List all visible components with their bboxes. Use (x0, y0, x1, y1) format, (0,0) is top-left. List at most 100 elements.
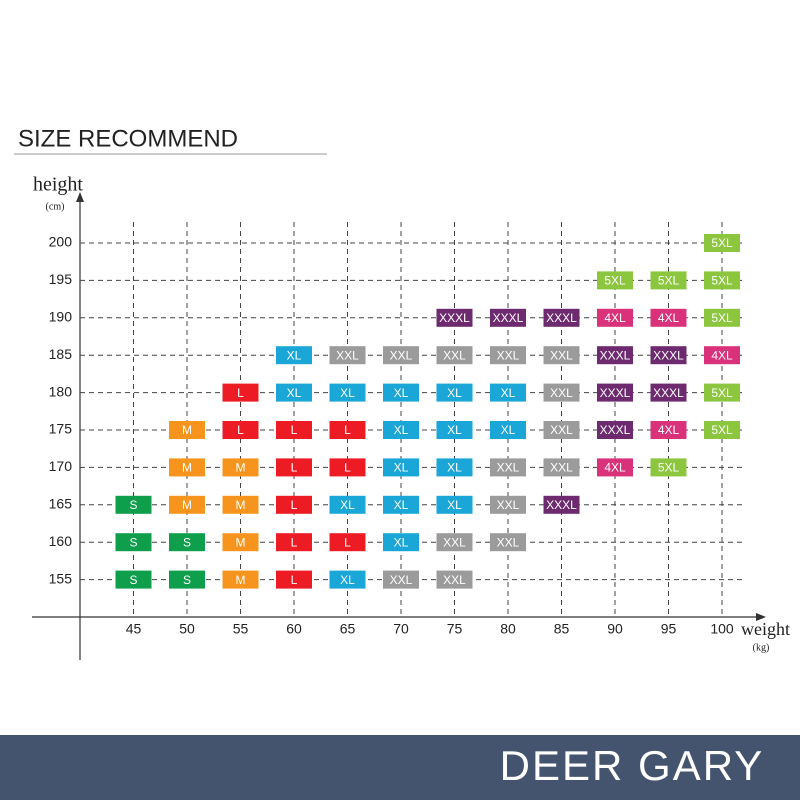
x-tick-label: 95 (661, 621, 677, 637)
x-tick-label: 90 (607, 621, 623, 637)
size-cell (650, 383, 687, 402)
size-label: 4XL (604, 311, 626, 325)
size-cell (383, 421, 419, 439)
size-label: L (344, 535, 351, 549)
size-label: XL (394, 535, 409, 549)
size-label: XXL (497, 535, 520, 549)
size-cell (222, 570, 259, 589)
size-label: 5XL (711, 236, 733, 250)
size-cell (490, 308, 526, 327)
x-tick-label: 75 (447, 621, 463, 637)
size-cell (490, 495, 526, 514)
x-tick-label: 100 (710, 621, 734, 637)
y-axis-arrow (76, 192, 84, 202)
size-label: 4XL (711, 348, 733, 362)
y-tick-label: 200 (49, 234, 73, 250)
size-label: 5XL (711, 274, 733, 288)
size-label: L (291, 535, 298, 549)
size-cell (276, 421, 312, 439)
size-cell (543, 458, 580, 477)
size-label: M (236, 535, 246, 549)
size-cell (329, 533, 366, 552)
size-cell (436, 308, 473, 327)
size-label: XL (447, 498, 462, 512)
size-label: M (182, 498, 192, 512)
size-cell (704, 383, 740, 402)
size-label: L (291, 461, 298, 475)
size-label: L (291, 573, 298, 587)
size-label: XXXL (653, 386, 684, 400)
size-cell (704, 421, 740, 439)
size-cell (222, 421, 259, 439)
size-cell (490, 533, 526, 552)
size-cell (222, 458, 259, 477)
size-label: XL (447, 386, 462, 400)
size-cell (436, 421, 473, 439)
size-cell (490, 383, 526, 402)
size-label: XL (340, 386, 355, 400)
size-label: XXXL (653, 348, 684, 362)
size-label: XXL (550, 386, 573, 400)
y-tick-label: 160 (49, 533, 73, 549)
size-label: XXL (497, 461, 520, 475)
size-label: L (291, 423, 298, 437)
x-axis-unit: (kg) (753, 642, 770, 653)
footer-band (0, 735, 800, 800)
size-cell (650, 271, 687, 290)
size-label: XXXL (546, 311, 577, 325)
size-cell (597, 383, 633, 402)
size-cell (490, 421, 526, 439)
x-tick-label: 70 (393, 621, 409, 637)
x-tick-label: 65 (340, 621, 356, 637)
size-label: XXL (550, 423, 573, 437)
size-label: M (182, 461, 192, 475)
size-cell (276, 383, 312, 402)
size-label: XXL (443, 348, 466, 362)
size-cell (650, 308, 687, 327)
size-label: S (129, 573, 137, 587)
size-cell (597, 271, 633, 290)
size-label: XXL (497, 348, 520, 362)
size-label: 4XL (658, 311, 680, 325)
size-cell (543, 308, 580, 327)
size-label: M (236, 573, 246, 587)
x-tick-label: 50 (179, 621, 195, 637)
size-label: XXL (550, 348, 573, 362)
size-label: XXXL (600, 348, 631, 362)
size-label: XL (287, 386, 302, 400)
size-cell (276, 495, 312, 514)
size-label: XL (394, 423, 409, 437)
size-label: 5XL (658, 461, 680, 475)
size-label: XL (447, 423, 462, 437)
x-tick-label: 55 (233, 621, 249, 637)
size-cell (276, 346, 312, 365)
y-tick-label: 175 (49, 421, 73, 437)
size-label: XXXL (600, 423, 631, 437)
size-cell (169, 421, 205, 439)
size-label: S (129, 535, 137, 549)
size-label: XXXL (546, 498, 577, 512)
size-label: 5XL (711, 311, 733, 325)
size-cell (115, 533, 152, 552)
chart-title: SIZE RECOMMEND (18, 125, 238, 152)
size-label: XXL (390, 573, 413, 587)
y-tick-label: 170 (49, 458, 73, 474)
size-label: XL (394, 498, 409, 512)
size-cell (543, 346, 580, 365)
size-cell (383, 458, 419, 477)
size-cell (597, 421, 633, 439)
size-label: XXL (390, 348, 413, 362)
size-cell (169, 533, 205, 552)
y-axis-label: height (33, 174, 83, 196)
size-label: 4XL (658, 423, 680, 437)
size-label: L (237, 423, 244, 437)
size-cell (169, 570, 205, 589)
size-cell (222, 533, 259, 552)
size-cell (329, 421, 366, 439)
size-label: XL (447, 461, 462, 475)
size-cell (383, 533, 419, 552)
y-tick-label: 180 (49, 383, 73, 399)
size-label: XL (394, 461, 409, 475)
size-cell (383, 383, 419, 402)
size-cell (650, 458, 687, 477)
